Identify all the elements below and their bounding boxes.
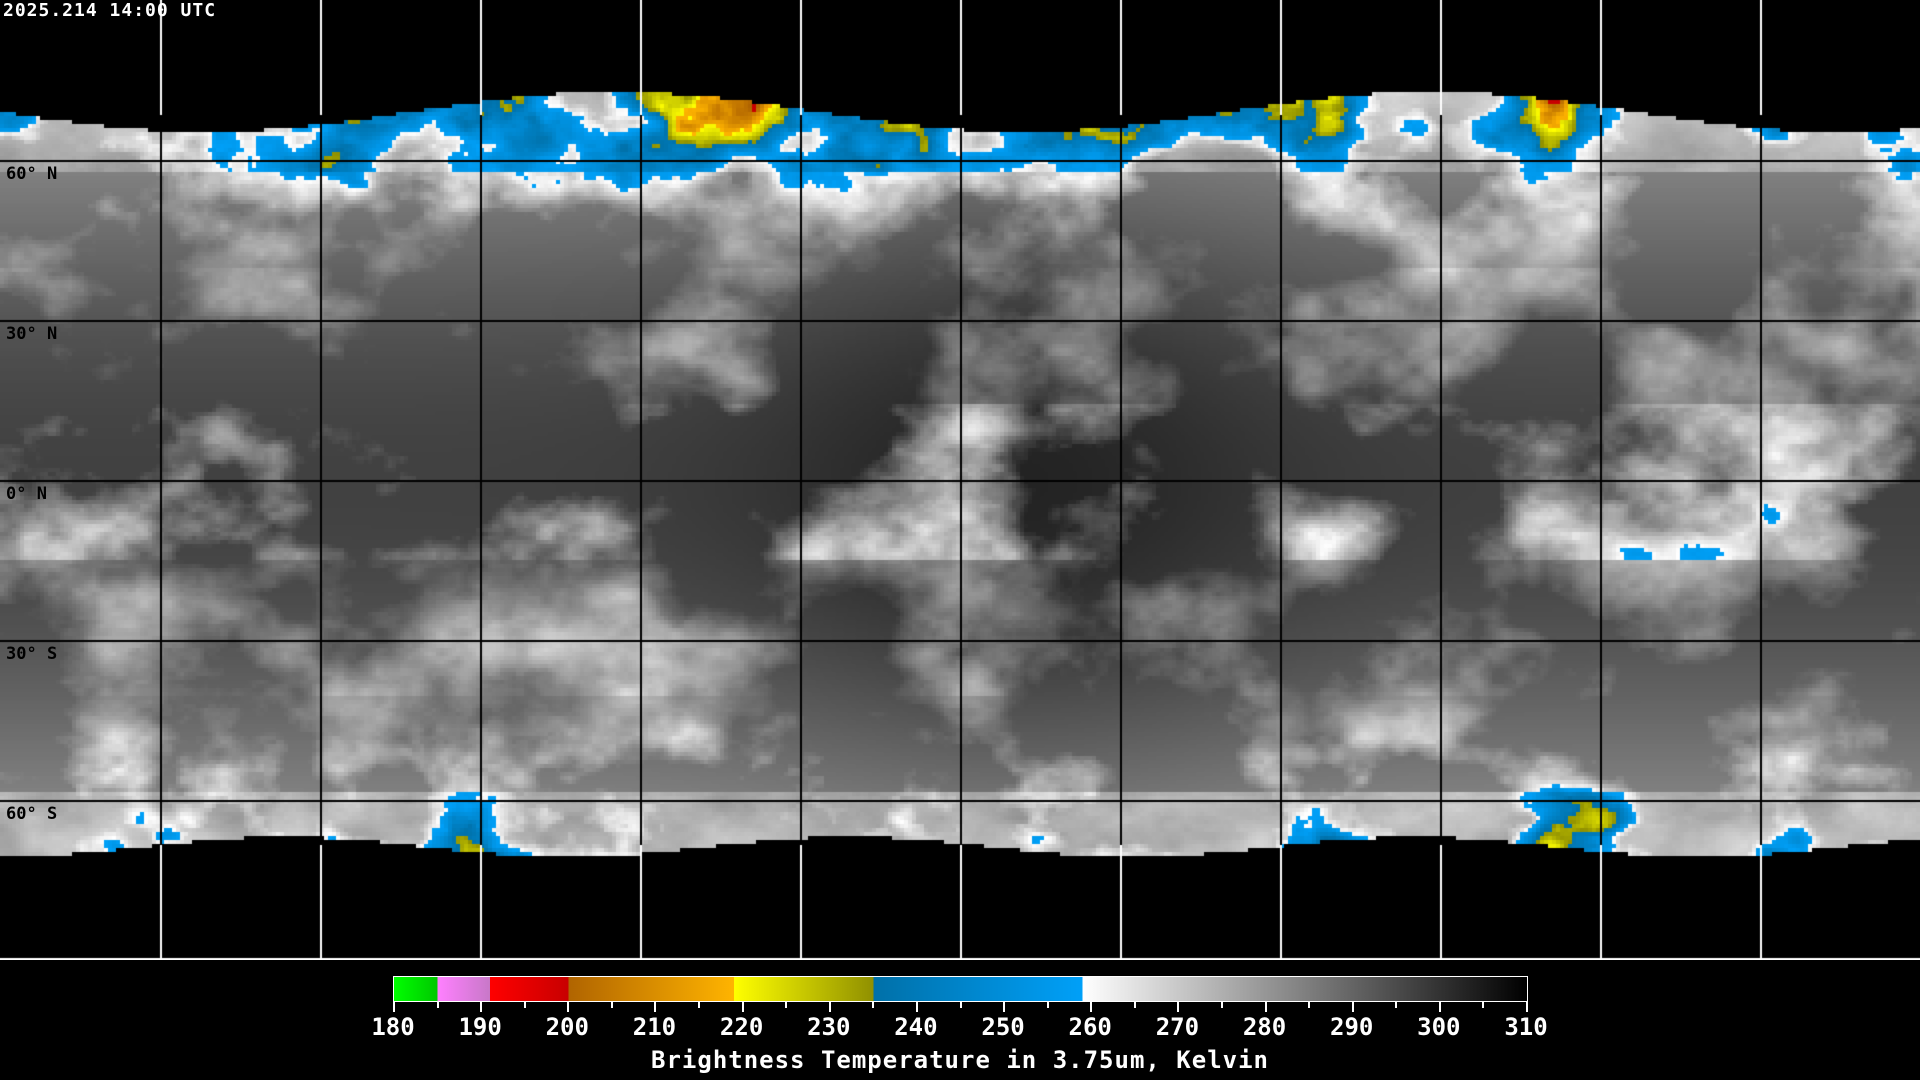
lat-label-60n: 60° N bbox=[6, 164, 58, 184]
colorbar-tick bbox=[828, 1002, 831, 1012]
colorbar-tick bbox=[872, 1002, 875, 1008]
colorbar-tick bbox=[1308, 1002, 1311, 1008]
colorbar-tick bbox=[915, 1002, 918, 1012]
colorbar-tick bbox=[741, 1002, 744, 1012]
colorbar-tick bbox=[1264, 1002, 1267, 1012]
colorbar-tick-label: 260 bbox=[1068, 1013, 1112, 1041]
colorbar-tick-label: 220 bbox=[719, 1013, 764, 1041]
colorbar bbox=[393, 976, 1528, 1002]
lat-label-30n: 30° N bbox=[6, 324, 58, 344]
timestamp-label: 2025.214 14:00 UTC bbox=[3, 0, 217, 21]
colorbar-tick bbox=[1220, 1002, 1223, 1008]
colorbar-tick bbox=[1526, 1002, 1528, 1012]
colorbar-tick-label: 250 bbox=[981, 1013, 1025, 1041]
colorbar-tick-label: 240 bbox=[894, 1013, 938, 1041]
colorbar-tick-label: 270 bbox=[1155, 1013, 1200, 1041]
colorbar-tick bbox=[1351, 1002, 1354, 1012]
colorbar-tick-label: 290 bbox=[1330, 1013, 1374, 1041]
colorbar-tick bbox=[1482, 1002, 1485, 1008]
colorbar-tick bbox=[1395, 1002, 1398, 1008]
colorbar-tick bbox=[523, 1002, 526, 1008]
colorbar-tick bbox=[393, 1002, 395, 1012]
colorbar-tick-label: 190 bbox=[458, 1013, 502, 1041]
colorbar-tick bbox=[1438, 1002, 1441, 1012]
colorbar-tick-label: 210 bbox=[632, 1013, 677, 1041]
colorbar-tick-label: 310 bbox=[1504, 1013, 1548, 1041]
colorbar-tick bbox=[654, 1002, 657, 1012]
lat-label-60s: 60° S bbox=[6, 804, 58, 824]
colorbar-tick-label: 180 bbox=[371, 1013, 415, 1041]
colorbar-title: Brightness Temperature in 3.75um, Kelvin bbox=[651, 1046, 1269, 1074]
colorbar-tick bbox=[698, 1002, 701, 1008]
colorbar-tick bbox=[1003, 1002, 1006, 1012]
colorbar-tick bbox=[959, 1002, 962, 1008]
colorbar-tick-label: 300 bbox=[1417, 1013, 1461, 1041]
lat-label-30s: 30° S bbox=[6, 644, 58, 664]
colorbar-tick bbox=[1090, 1002, 1093, 1012]
colorbar-tick bbox=[480, 1002, 483, 1012]
colorbar-tick bbox=[567, 1002, 570, 1012]
colorbar-tick bbox=[1133, 1002, 1136, 1008]
colorbar-tick-label: 230 bbox=[807, 1013, 851, 1041]
colorbar-tick-label: 280 bbox=[1242, 1013, 1287, 1041]
lat-label-0n: 0° N bbox=[6, 484, 47, 504]
colorbar-tick bbox=[610, 1002, 613, 1008]
satellite-brightness-temperature-map bbox=[0, 0, 1920, 960]
colorbar-tick bbox=[785, 1002, 788, 1008]
colorbar-tick-label: 200 bbox=[545, 1013, 589, 1041]
colorbar-tick bbox=[1046, 1002, 1049, 1008]
colorbar-tick bbox=[1177, 1002, 1180, 1012]
colorbar-tick bbox=[436, 1002, 439, 1008]
